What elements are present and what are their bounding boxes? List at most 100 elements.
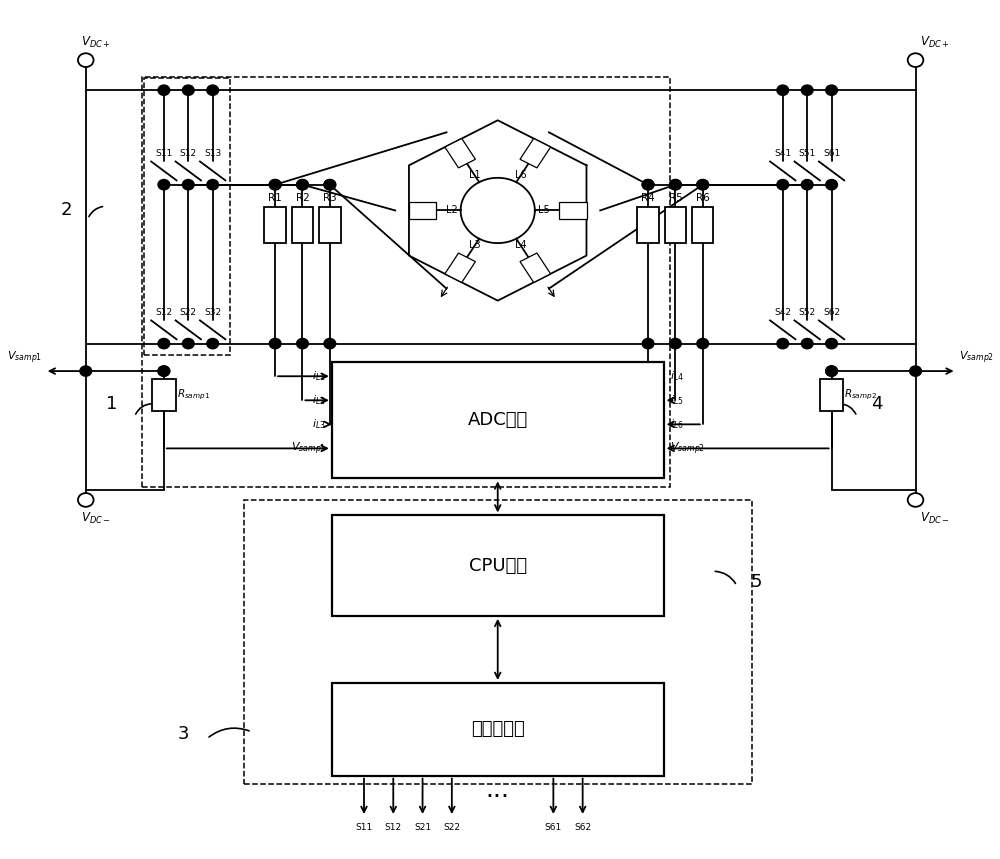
Text: $V_{DC+}$: $V_{DC+}$	[81, 34, 111, 50]
Text: R5: R5	[669, 192, 682, 203]
Circle shape	[826, 338, 837, 349]
Text: L4: L4	[515, 241, 526, 251]
Text: $V_{samp2}$: $V_{samp2}$	[959, 350, 995, 366]
Text: $V_{samp1}$: $V_{samp1}$	[7, 350, 42, 366]
Text: S41: S41	[774, 149, 791, 158]
Text: $V_{DC-}$: $V_{DC-}$	[81, 511, 111, 527]
Circle shape	[801, 338, 813, 349]
Circle shape	[670, 180, 681, 190]
Bar	[665, 207, 686, 243]
Circle shape	[269, 180, 281, 190]
Circle shape	[697, 338, 709, 349]
Circle shape	[642, 180, 654, 190]
Circle shape	[910, 366, 921, 376]
Text: $V_{DC+}$: $V_{DC+}$	[920, 34, 950, 50]
Text: S62: S62	[823, 308, 840, 317]
Text: R2: R2	[296, 192, 309, 203]
Bar	[559, 202, 587, 219]
Text: 3: 3	[178, 726, 189, 743]
Text: 2: 2	[60, 202, 72, 219]
Text: $V_{samp1}$: $V_{samp1}$	[291, 440, 326, 457]
Circle shape	[324, 180, 336, 190]
Text: S13: S13	[204, 149, 221, 158]
Text: L2: L2	[446, 205, 458, 216]
Bar	[144, 78, 230, 355]
Text: L3: L3	[469, 241, 481, 251]
Bar	[292, 207, 313, 243]
Circle shape	[826, 180, 837, 190]
Circle shape	[777, 180, 789, 190]
Circle shape	[801, 85, 813, 95]
Circle shape	[826, 366, 837, 376]
Text: S42: S42	[774, 308, 791, 317]
Circle shape	[80, 366, 92, 376]
Circle shape	[269, 338, 281, 349]
Text: 5: 5	[751, 573, 762, 590]
Text: S11: S11	[355, 823, 373, 832]
Text: L6: L6	[515, 170, 526, 180]
Circle shape	[182, 180, 194, 190]
Text: $i_{L2}$: $i_{L2}$	[312, 393, 326, 407]
Text: $R_{samp1}$: $R_{samp1}$	[177, 388, 210, 402]
Circle shape	[158, 366, 170, 376]
Circle shape	[642, 338, 654, 349]
Text: $i_{L3}$: $i_{L3}$	[312, 417, 326, 431]
Bar	[244, 500, 752, 784]
Circle shape	[158, 180, 170, 190]
Bar	[332, 683, 664, 776]
Text: S32: S32	[204, 308, 221, 317]
Circle shape	[158, 338, 170, 349]
Circle shape	[908, 493, 923, 507]
Bar	[520, 138, 551, 168]
Bar	[820, 379, 843, 411]
Text: $V_{DC-}$: $V_{DC-}$	[920, 511, 950, 527]
Circle shape	[642, 180, 654, 190]
Circle shape	[324, 180, 336, 190]
Bar	[264, 207, 286, 243]
Circle shape	[670, 180, 681, 190]
Circle shape	[826, 366, 837, 376]
Bar	[445, 138, 475, 168]
Bar	[409, 202, 436, 219]
Circle shape	[297, 180, 308, 190]
Circle shape	[207, 338, 219, 349]
Text: S21: S21	[414, 823, 431, 832]
Text: S12: S12	[385, 823, 402, 832]
Bar	[332, 362, 664, 478]
Text: $i_{L4}$: $i_{L4}$	[670, 369, 684, 383]
Circle shape	[269, 180, 281, 190]
Bar	[637, 207, 659, 243]
Text: $R_{samp2}$: $R_{samp2}$	[844, 388, 877, 402]
Circle shape	[697, 180, 709, 190]
Text: 1: 1	[106, 395, 118, 412]
Text: ···: ···	[486, 785, 510, 809]
Bar	[445, 253, 475, 283]
Text: R6: R6	[696, 192, 710, 203]
Circle shape	[207, 180, 219, 190]
Text: $i_{L6}$: $i_{L6}$	[670, 417, 683, 431]
Bar	[520, 253, 551, 283]
Text: S12: S12	[180, 149, 197, 158]
Text: R1: R1	[268, 192, 282, 203]
Text: L5: L5	[538, 205, 549, 216]
Text: R3: R3	[323, 192, 337, 203]
Bar	[332, 515, 664, 616]
Circle shape	[78, 493, 94, 507]
Text: 4: 4	[871, 395, 882, 412]
Circle shape	[777, 338, 789, 349]
Text: S61: S61	[545, 823, 562, 832]
Text: S52: S52	[799, 308, 816, 317]
Circle shape	[297, 338, 308, 349]
Text: CPU单元: CPU单元	[469, 557, 527, 575]
Text: S22: S22	[443, 823, 460, 832]
Circle shape	[697, 180, 709, 190]
Bar	[142, 77, 670, 487]
Text: S22: S22	[180, 308, 197, 317]
Circle shape	[297, 180, 308, 190]
Circle shape	[78, 53, 94, 67]
Circle shape	[908, 53, 923, 67]
Text: $V_{samp2}$: $V_{samp2}$	[670, 440, 705, 457]
Circle shape	[801, 180, 813, 190]
Text: S51: S51	[799, 149, 816, 158]
Bar	[152, 379, 176, 411]
